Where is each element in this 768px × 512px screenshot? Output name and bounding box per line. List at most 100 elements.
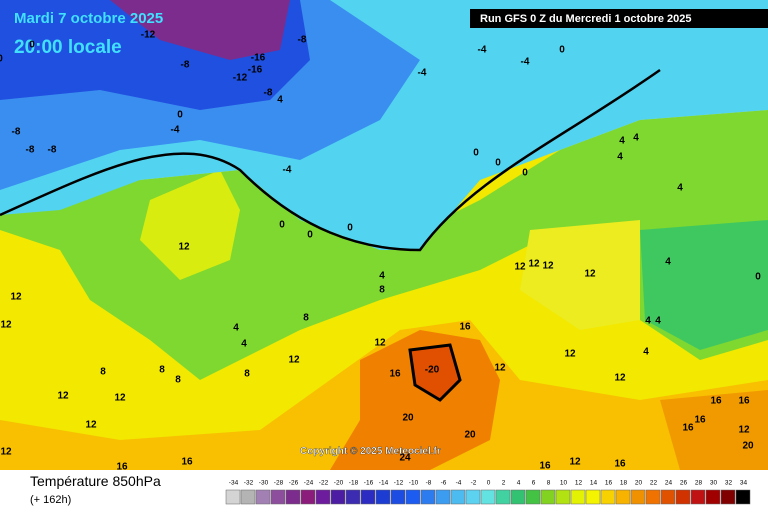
contour-label: 8 <box>175 375 181 386</box>
legend-tick-label: 24 <box>665 480 673 487</box>
legend-swatch <box>600 489 616 505</box>
legend-tick-label: 30 <box>710 480 718 487</box>
contour-label: 20 <box>402 413 414 424</box>
contour-label: 12 <box>288 355 300 366</box>
contour-label: 12 <box>569 457 581 468</box>
contour-label: -8 <box>26 145 35 156</box>
legend-tick-label: 16 <box>605 480 613 487</box>
legend-swatch <box>735 489 751 505</box>
contour-label: 16 <box>389 369 401 380</box>
legend-swatch <box>525 489 541 505</box>
legend-swatch <box>495 489 511 505</box>
legend-swatch <box>660 489 676 505</box>
legend-tick-label: 2 <box>502 480 506 487</box>
contour-label: 4 <box>233 323 239 334</box>
contour-label: 20 <box>742 441 754 452</box>
contour-label: 0 <box>307 230 313 241</box>
contour-label: 16 <box>459 322 471 333</box>
legend-tick-label: 0 <box>487 480 491 487</box>
legend-swatch <box>630 489 646 505</box>
legend-tick-label: 6 <box>532 480 536 487</box>
legend-swatch <box>690 489 706 505</box>
contour-label: 0 <box>279 220 285 231</box>
contour-label: 12 <box>0 447 12 458</box>
legend-swatch <box>255 489 271 505</box>
contour-label: 0 <box>0 54 3 65</box>
legend-swatch <box>465 489 481 505</box>
contour-label: 4 <box>643 347 649 358</box>
contour-label: 4 <box>617 152 623 163</box>
contour-label: 4 <box>655 316 661 327</box>
contour-label: -4 <box>478 45 487 56</box>
legend-tick-label: 4 <box>517 480 521 487</box>
contour-label: 20 <box>464 430 476 441</box>
legend-swatch <box>390 489 406 505</box>
contour-label: -20 <box>425 365 440 376</box>
run-banner <box>470 9 768 28</box>
legend-tick-label: -30 <box>259 480 269 487</box>
contour-label: 8 <box>244 369 250 380</box>
legend-swatch <box>330 489 346 505</box>
contour-label: 0 <box>347 223 353 234</box>
map-field <box>0 0 768 470</box>
legend-swatch <box>420 489 436 505</box>
contour-label: -8 <box>12 127 21 138</box>
contour-label: 16 <box>539 461 551 472</box>
contour-label: 12 <box>10 292 22 303</box>
contour-label: 16 <box>694 415 706 426</box>
legend-tick-label: -28 <box>274 480 284 487</box>
contour-label: 12 <box>564 349 576 360</box>
legend-tick-label: -6 <box>441 480 447 487</box>
contour-label: -8 <box>48 145 57 156</box>
legend-tick-label: -12 <box>394 480 404 487</box>
contour-label: -8 <box>181 60 190 71</box>
contour-label: 0 <box>755 272 761 283</box>
contour-label: 12 <box>528 259 540 270</box>
contour-label: 4 <box>379 271 385 282</box>
contour-label: 12 <box>738 425 750 436</box>
contour-label: -4 <box>418 68 427 79</box>
footer-lead: (+ 162h) <box>30 494 71 506</box>
legend-swatch <box>645 489 661 505</box>
contour-label: 12 <box>614 373 626 384</box>
legend: -34 -32 -30 -28 -26 -24 -22 -20 -18 -16 -14 -12 -10-… <box>225 480 751 505</box>
contour-label: 4 <box>241 339 247 350</box>
contour-label: 4 <box>633 133 639 144</box>
contour-label: 8 <box>100 367 106 378</box>
legend-tick-label: -22 <box>319 480 329 487</box>
legend-tick-label: -2 <box>471 480 477 487</box>
contour-label: 0 <box>473 148 479 159</box>
legend-swatch <box>615 489 631 505</box>
legend-tick-label: 34 <box>740 480 748 487</box>
contour-label: 0 <box>559 45 565 56</box>
legend-tick-label: -26 <box>289 480 299 487</box>
legend-swatch <box>360 489 376 505</box>
legend-tick-label: 8 <box>547 480 551 487</box>
contour-label: 16 <box>116 462 128 473</box>
legend-tick-label: 20 <box>635 480 643 487</box>
contour-label: 4 <box>619 136 625 147</box>
contour-label: -4 <box>521 57 530 68</box>
contour-label: 16 <box>614 459 626 470</box>
contour-label: -4 <box>283 165 292 176</box>
legend-swatch <box>675 489 691 505</box>
legend-tick-label: 14 <box>590 480 598 487</box>
legend-tick-label: -24 <box>304 480 314 487</box>
contour-label: 12 <box>178 242 190 253</box>
contour-label: 12 <box>85 420 97 431</box>
contour-label: 0 <box>29 40 35 51</box>
date-line: Mardi 7 octobre 2025 <box>14 10 163 27</box>
legend-swatch <box>285 489 301 505</box>
legend-tick-label: -20 <box>334 480 344 487</box>
legend-tick-label: -4 <box>456 480 462 487</box>
contour-label: 12 <box>542 261 554 272</box>
legend-tick-label: -32 <box>244 480 254 487</box>
contour-label: 12 <box>57 391 69 402</box>
legend-tick-label: -10 <box>409 480 419 487</box>
legend-tick-label: -14 <box>379 480 389 487</box>
legend-swatch <box>345 489 361 505</box>
legend-swatch <box>540 489 556 505</box>
contour-label: 16 <box>738 396 750 407</box>
legend-tick-label: 18 <box>620 480 628 487</box>
